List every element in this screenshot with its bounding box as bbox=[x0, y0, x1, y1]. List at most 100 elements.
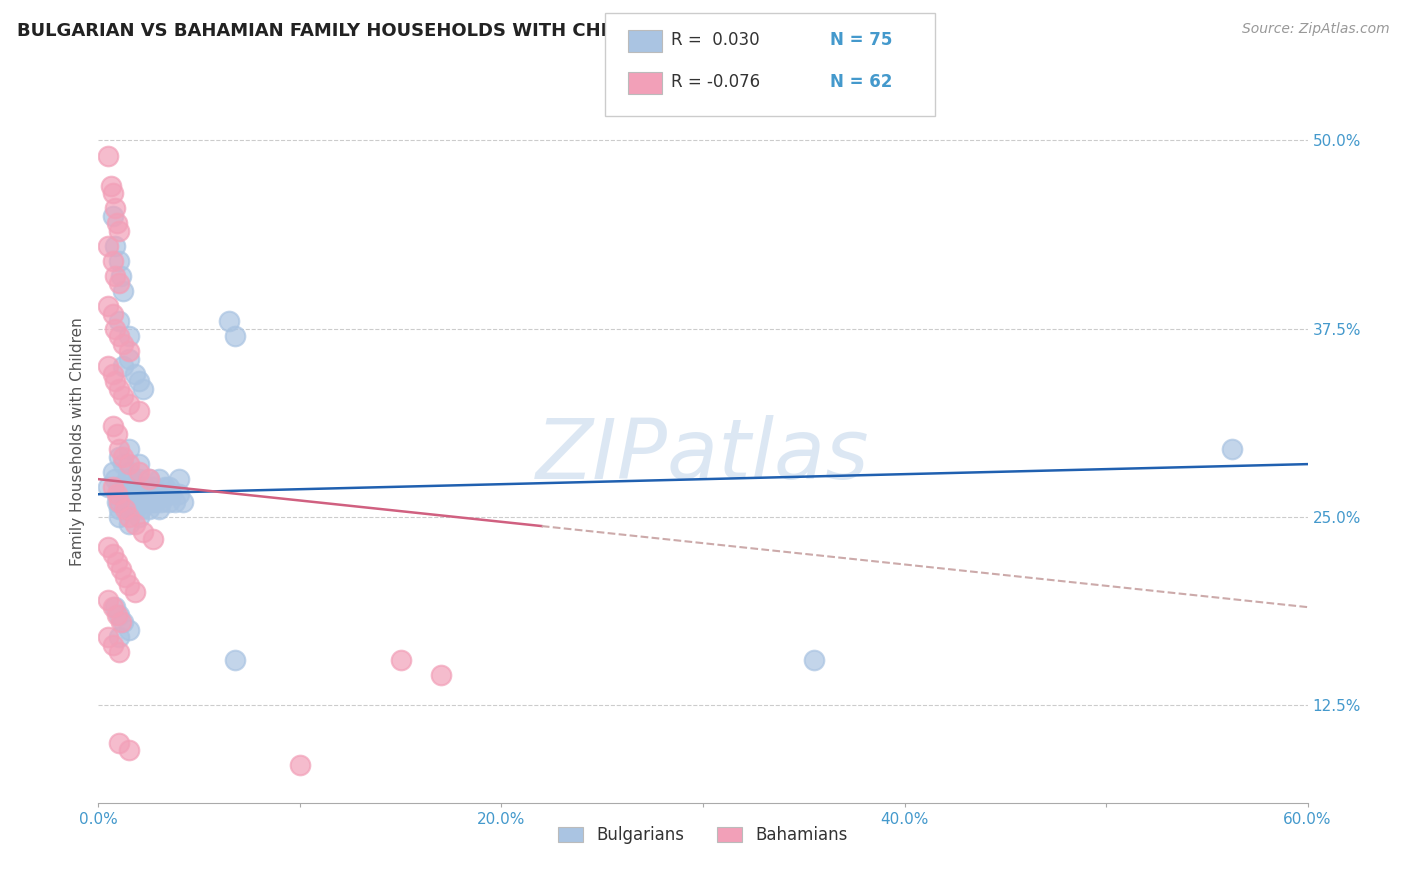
Point bbox=[125, 480, 148, 494]
Point bbox=[118, 442, 141, 456]
Point bbox=[100, 178, 122, 193]
Point bbox=[148, 487, 170, 501]
Point bbox=[111, 457, 134, 471]
Point bbox=[101, 307, 124, 321]
Point bbox=[107, 494, 129, 508]
Point bbox=[105, 494, 128, 508]
Text: R = -0.076: R = -0.076 bbox=[671, 73, 759, 91]
Point bbox=[114, 494, 136, 508]
Point bbox=[139, 494, 162, 508]
Point bbox=[118, 480, 141, 494]
Point bbox=[118, 509, 141, 524]
Point bbox=[160, 487, 183, 501]
Point bbox=[132, 382, 155, 396]
Point bbox=[224, 329, 246, 343]
Point bbox=[103, 600, 125, 615]
Point bbox=[146, 487, 169, 501]
Point bbox=[128, 404, 150, 418]
Point bbox=[149, 494, 172, 508]
Point bbox=[97, 592, 120, 607]
Point bbox=[111, 450, 134, 464]
Text: Source: ZipAtlas.com: Source: ZipAtlas.com bbox=[1241, 22, 1389, 37]
Point bbox=[138, 487, 160, 501]
Point bbox=[101, 367, 124, 381]
Point bbox=[132, 487, 155, 501]
Text: N = 75: N = 75 bbox=[830, 31, 891, 49]
Point bbox=[157, 494, 180, 508]
Point bbox=[118, 517, 141, 532]
Point bbox=[97, 239, 120, 253]
Point bbox=[107, 442, 129, 456]
Text: N = 62: N = 62 bbox=[830, 73, 891, 91]
Point bbox=[110, 615, 132, 630]
Point bbox=[152, 487, 174, 501]
Point bbox=[107, 382, 129, 396]
Point bbox=[118, 502, 141, 516]
Point bbox=[111, 284, 134, 298]
Point bbox=[128, 509, 150, 524]
Point bbox=[111, 336, 134, 351]
Point bbox=[101, 419, 124, 434]
Point bbox=[118, 329, 141, 343]
Point bbox=[118, 487, 141, 501]
Point bbox=[114, 502, 136, 516]
Point bbox=[132, 524, 155, 539]
Point bbox=[156, 487, 179, 501]
Point bbox=[124, 487, 146, 501]
Point bbox=[118, 577, 141, 591]
Point bbox=[118, 397, 141, 411]
Point bbox=[135, 494, 157, 508]
Point bbox=[1220, 442, 1243, 456]
Point bbox=[97, 148, 120, 162]
Point bbox=[118, 344, 141, 359]
Point bbox=[803, 653, 825, 667]
Point bbox=[107, 607, 129, 622]
Point bbox=[172, 494, 194, 508]
Point bbox=[124, 367, 146, 381]
Point bbox=[118, 457, 141, 471]
Point bbox=[118, 351, 141, 366]
Point bbox=[121, 472, 143, 486]
Point bbox=[101, 186, 124, 201]
Point bbox=[103, 472, 125, 486]
Point bbox=[124, 502, 146, 516]
Point bbox=[157, 480, 180, 494]
Point bbox=[101, 209, 124, 223]
Text: BULGARIAN VS BAHAMIAN FAMILY HOUSEHOLDS WITH CHILDREN CORRELATION CHART: BULGARIAN VS BAHAMIAN FAMILY HOUSEHOLDS … bbox=[17, 22, 896, 40]
Point bbox=[224, 653, 246, 667]
Point bbox=[107, 509, 129, 524]
Point bbox=[107, 494, 129, 508]
Point bbox=[118, 465, 141, 479]
Point bbox=[118, 743, 141, 757]
Point bbox=[389, 653, 412, 667]
Text: ZIPatlas: ZIPatlas bbox=[536, 416, 870, 497]
Point bbox=[138, 502, 160, 516]
Point bbox=[101, 465, 124, 479]
Point bbox=[97, 630, 120, 644]
Point bbox=[107, 254, 129, 268]
Point bbox=[103, 201, 125, 215]
Point bbox=[111, 480, 134, 494]
Point bbox=[138, 472, 160, 486]
Point bbox=[97, 540, 120, 554]
Point bbox=[153, 480, 176, 494]
Point bbox=[124, 585, 146, 599]
Point bbox=[105, 427, 128, 442]
Point bbox=[134, 480, 156, 494]
Point bbox=[111, 615, 134, 630]
Point bbox=[167, 472, 190, 486]
Point bbox=[101, 480, 124, 494]
Point bbox=[288, 758, 311, 772]
Point bbox=[97, 299, 120, 313]
Point bbox=[142, 480, 165, 494]
Point bbox=[110, 562, 132, 576]
Point bbox=[107, 277, 129, 291]
Point bbox=[101, 548, 124, 562]
Point bbox=[218, 314, 240, 328]
Point bbox=[101, 638, 124, 652]
Point bbox=[128, 487, 150, 501]
Point bbox=[128, 494, 150, 508]
Point bbox=[103, 268, 125, 283]
Point bbox=[107, 329, 129, 343]
Legend: Bulgarians, Bahamians: Bulgarians, Bahamians bbox=[550, 818, 856, 852]
